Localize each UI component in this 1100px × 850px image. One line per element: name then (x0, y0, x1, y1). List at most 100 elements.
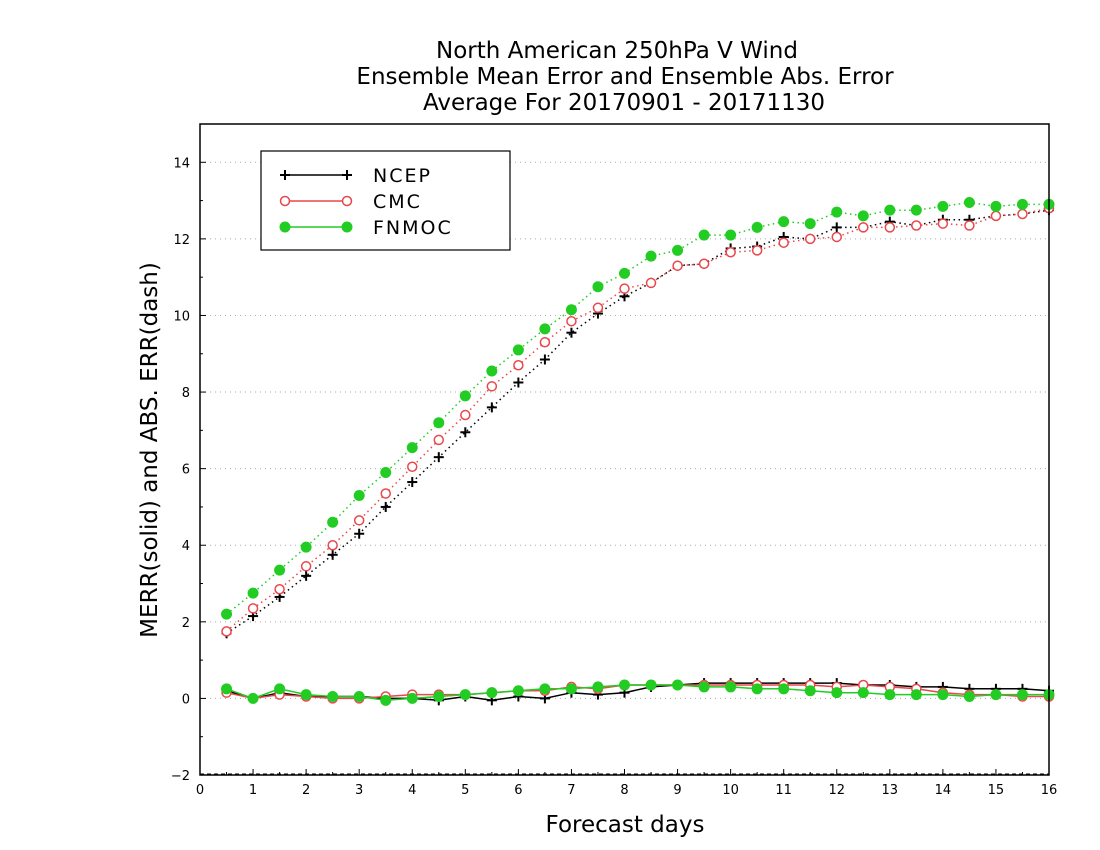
fnmoc-mean-error-point (433, 690, 445, 702)
fnmoc-abs-error-point (406, 442, 418, 454)
ncep-abs-error-point (354, 528, 365, 539)
cmc-abs-error-point (858, 222, 869, 233)
x-tick-label: 6 (514, 783, 522, 798)
x-tick-label: 2 (302, 783, 310, 798)
cmc-abs-error-point (964, 220, 975, 231)
fnmoc-abs-error-point (963, 197, 975, 209)
ncep-abs-error-point (407, 477, 418, 488)
cmc-abs-error-point (460, 409, 471, 421)
legend-item-ncep: NCEP (280, 165, 430, 187)
legend-marker (280, 170, 290, 180)
cmc-abs-error-point (831, 231, 842, 243)
ncep-abs-error-point (831, 222, 842, 233)
fnmoc-abs-error-point (645, 250, 657, 262)
cmc-abs-error-point (725, 247, 736, 258)
ncep-abs-error-point (301, 570, 312, 581)
fnmoc-abs-error-point (672, 244, 684, 256)
x-axis-label: Forecast days (546, 812, 705, 838)
ncep-abs-error-point (327, 549, 338, 560)
ncep-abs-error-point (433, 452, 444, 463)
fnmoc-mean-error-point (857, 687, 869, 699)
x-tick-label: 10 (722, 783, 739, 798)
gridlines (200, 161, 1049, 775)
fnmoc-abs-error-point (433, 417, 445, 429)
fnmoc-mean-error-point (619, 679, 630, 691)
x-tick-label: 14 (935, 783, 952, 798)
x-tick-label: 11 (775, 783, 792, 798)
cmc-abs-error-line (226, 207, 1050, 632)
fnmoc-abs-error-point (937, 200, 949, 212)
fnmoc-mean-error-point (459, 689, 471, 701)
fnmoc-abs-error-point (698, 229, 710, 241)
fnmoc-abs-error-line (226, 201, 1049, 615)
fnmoc-abs-error-point (486, 365, 498, 377)
fnmoc-abs-error-point (353, 489, 365, 501)
cmc-abs-error-point (804, 233, 816, 245)
x-tick-label: 3 (355, 783, 363, 798)
fnmoc-mean-error-point (565, 683, 577, 695)
cmc-abs-error-point (751, 245, 763, 256)
fnmoc-mean-error-point (804, 685, 816, 697)
cmc-abs-error-point (221, 626, 232, 637)
fnmoc-abs-error-point (221, 608, 233, 620)
title-line-1: North American 250hPa V Wind (436, 38, 798, 64)
x-tick-label: 9 (673, 783, 681, 798)
x-tick-label: 0 (196, 783, 204, 798)
legend-label: CMC (373, 191, 422, 213)
fnmoc-mean-error-point (910, 689, 922, 701)
cmc-abs-error-point (619, 283, 630, 294)
x-tick-label: 16 (1041, 783, 1058, 798)
fnmoc-mean-error-point (327, 690, 339, 702)
y-tick-label: 0 (182, 692, 190, 707)
y-tick-label: −2 (171, 769, 190, 784)
fnmoc-mean-error-point (937, 689, 949, 701)
chart-title: North American 250hPa V Wind Ensemble Me… (356, 38, 894, 116)
fnmoc-mean-error-point (725, 681, 737, 693)
y-tick-label: 2 (182, 616, 190, 631)
fnmoc-mean-error-point (512, 685, 524, 697)
ncep-abs-error-point (460, 427, 471, 438)
cmc-abs-error-point (592, 302, 604, 314)
cmc-abs-error-point (407, 461, 418, 472)
fnmoc-mean-error-point (672, 679, 684, 691)
fnmoc-mean-error-point (300, 689, 312, 701)
cmc-abs-error-point (539, 337, 551, 348)
fnmoc-mean-error-point (406, 692, 418, 704)
fnmoc-abs-error-point (990, 200, 1002, 212)
ncep-abs-error-point (566, 327, 577, 338)
cmc-abs-error-point (1017, 208, 1028, 220)
fnmoc-mean-error-point (221, 683, 233, 695)
fnmoc-mean-error-point (990, 689, 1002, 701)
legend-marker (279, 221, 291, 233)
fnmoc-mean-error-point (831, 687, 843, 699)
fnmoc-abs-error-point (910, 204, 922, 216)
fnmoc-abs-error-point (884, 204, 896, 216)
fnmoc-mean-error-point (353, 690, 365, 702)
fnmoc-abs-error-point (804, 218, 816, 230)
fnmoc-abs-error-point (459, 390, 471, 402)
cmc-abs-error-point (937, 218, 949, 229)
ncep-abs-error-point (513, 377, 524, 388)
legend-marker (341, 195, 353, 207)
fnmoc-abs-error-point (778, 216, 790, 228)
fnmoc-abs-error-point (512, 344, 524, 356)
ncep-abs-error-line (226, 209, 1050, 634)
fnmoc-abs-error-point (380, 466, 392, 478)
y-tick-label: 6 (182, 463, 190, 478)
cmc-abs-error-point (566, 315, 577, 327)
cmc-abs-error-point (486, 381, 498, 392)
cmc-abs-error-point (247, 603, 259, 614)
fnmoc-mean-error-point (751, 683, 763, 695)
x-tick-label: 15 (988, 783, 1005, 798)
fnmoc-mean-error-point (778, 683, 790, 695)
fnmoc-mean-error-point (380, 694, 392, 706)
fnmoc-mean-error-point (698, 681, 710, 693)
fnmoc-abs-error-point (300, 541, 312, 553)
cmc-abs-error-point (300, 561, 312, 572)
fnmoc-mean-error-point (274, 683, 286, 695)
fnmoc-abs-error-point (565, 304, 577, 316)
legend-item-fnmoc: FNMOC (279, 217, 451, 239)
fnmoc-abs-error-point (619, 267, 630, 279)
